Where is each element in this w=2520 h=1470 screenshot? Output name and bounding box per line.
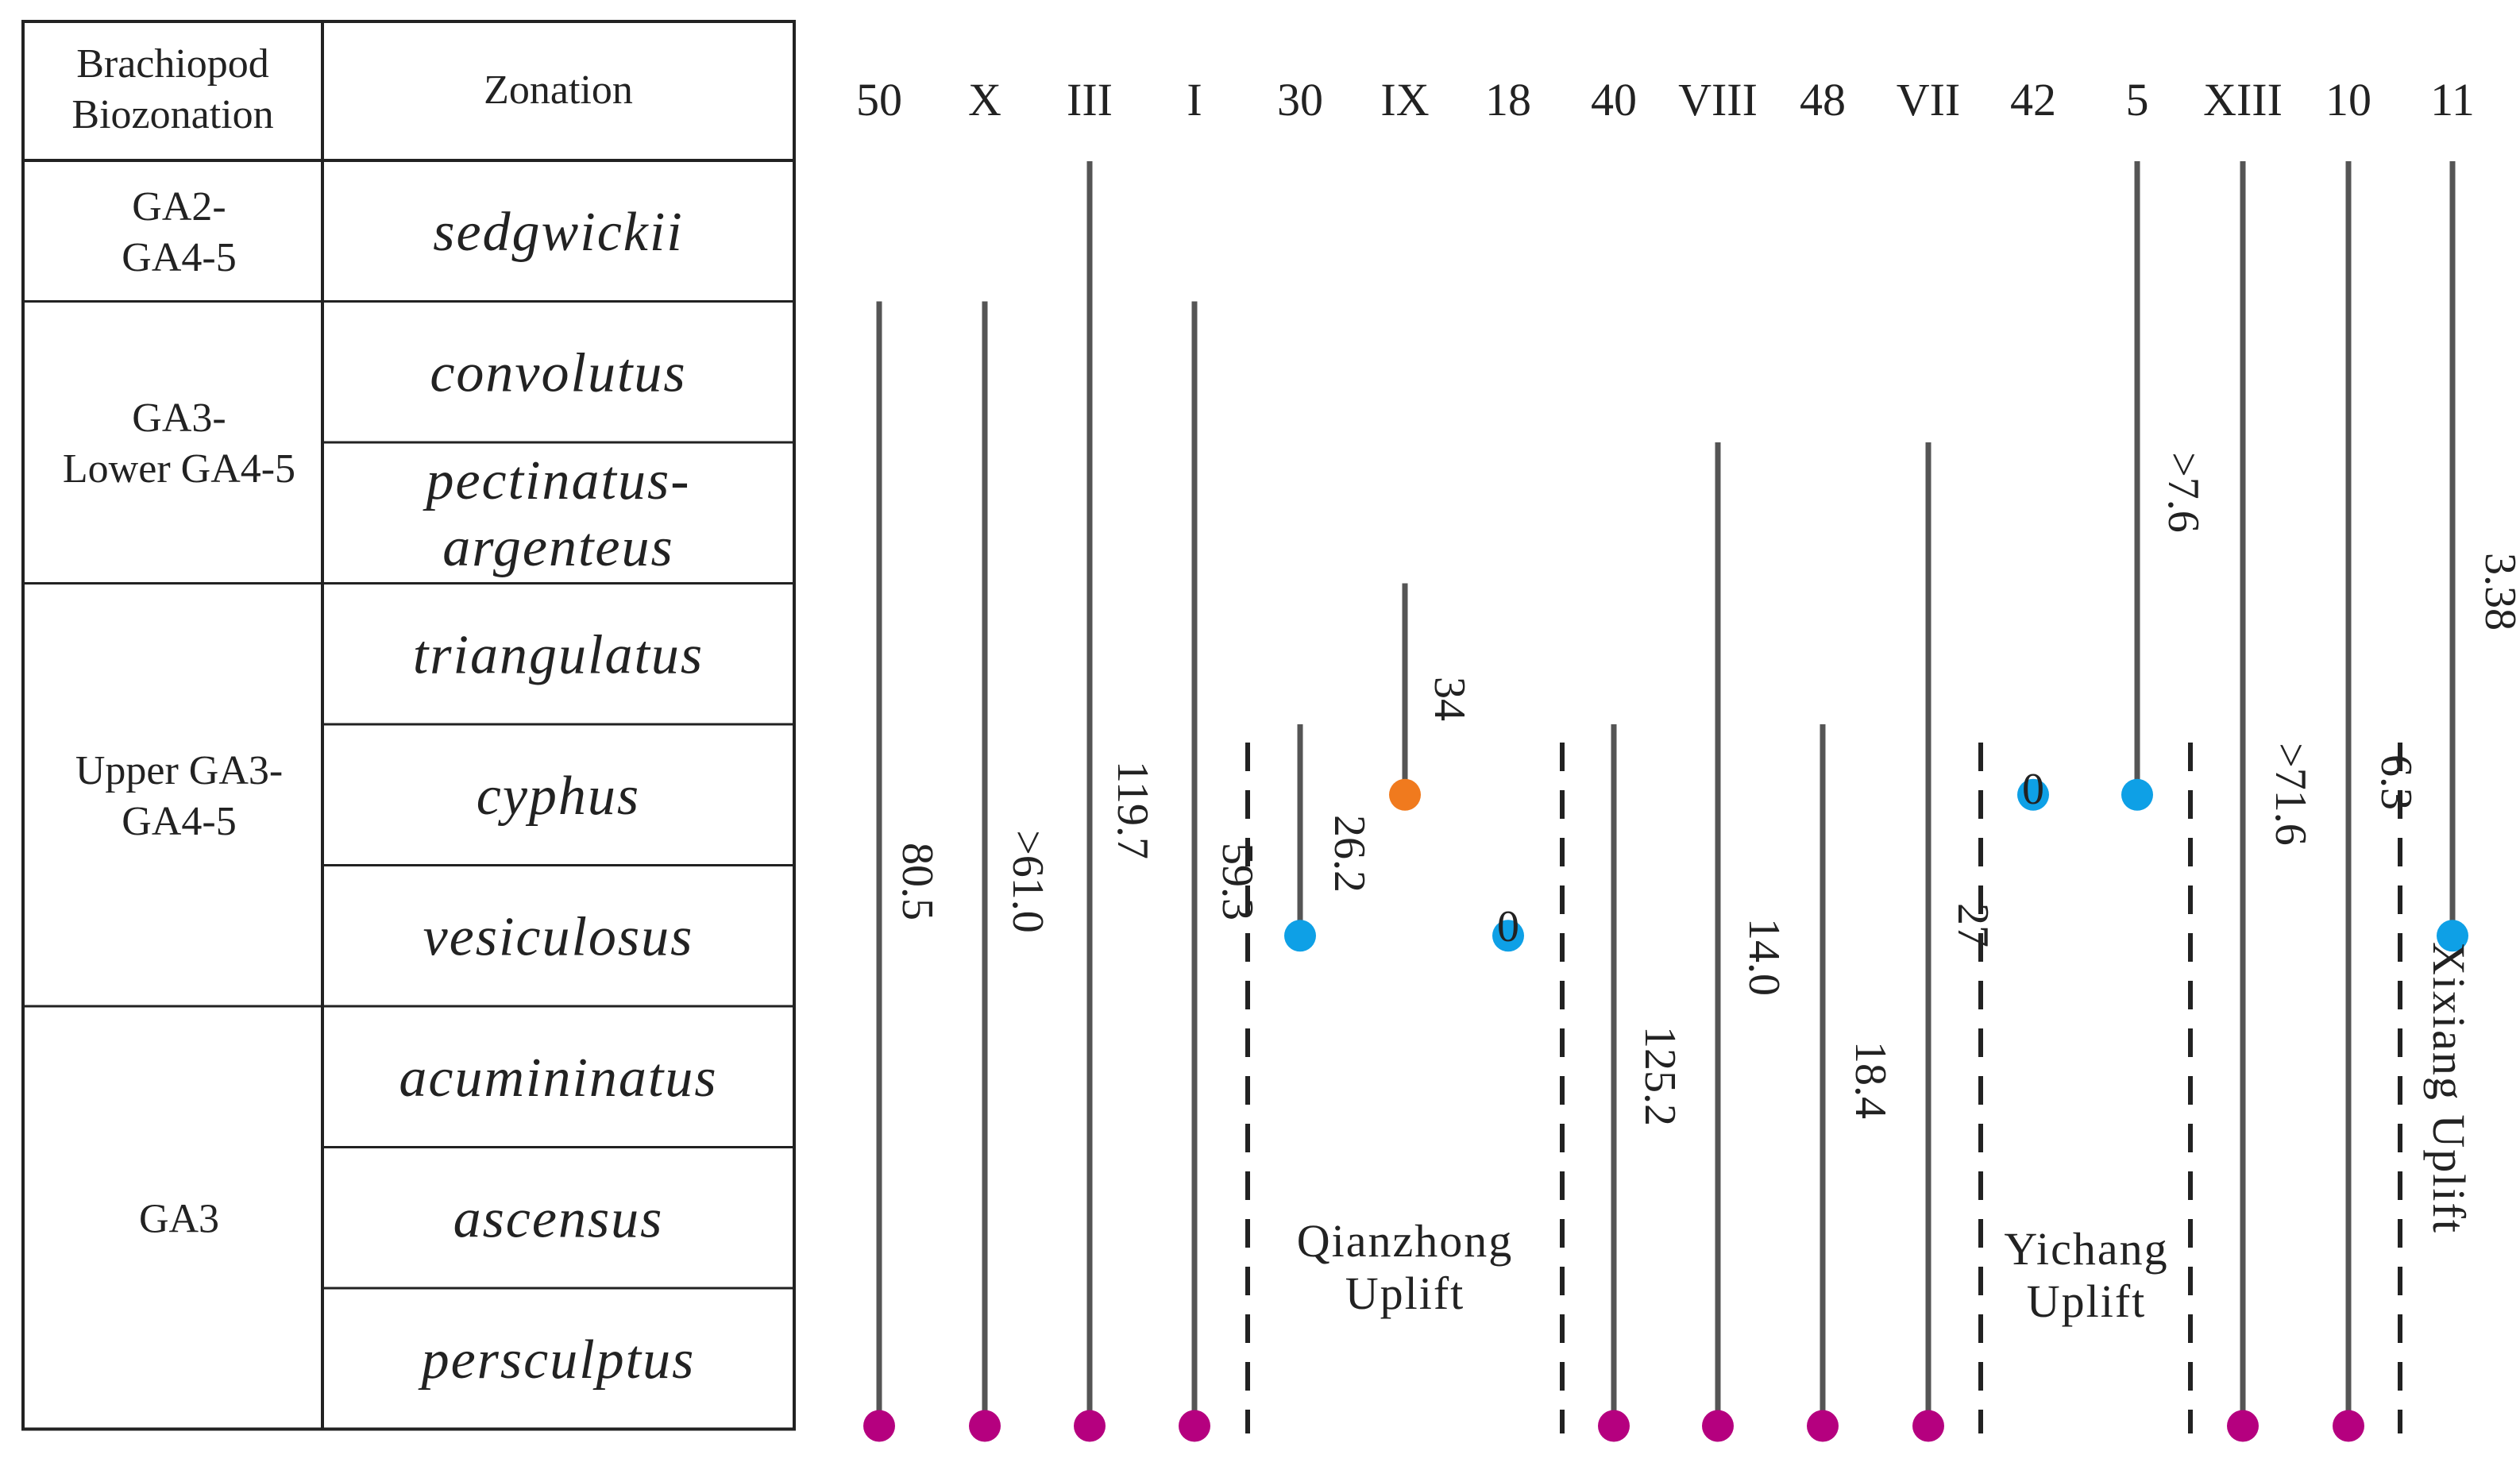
thickness-label-III: 119.7 [1108, 761, 1157, 859]
section-base-marker-11 [2437, 920, 2468, 952]
thickness-label-42: 0 [2022, 765, 2044, 814]
group-label: Upper GA3- [75, 748, 283, 793]
section-id-XIII: XIII [2203, 74, 2283, 125]
section-base-marker-10 [2333, 1410, 2364, 1442]
section-base-marker-XIII [2227, 1410, 2259, 1442]
zone-label: argenteus [442, 517, 673, 578]
section-id-30: 30 [1277, 74, 1323, 125]
section-columns: 5080.5X>61.0III119.7I59.33026.2IX3418040… [856, 74, 2520, 1442]
section-id-I: I [1187, 74, 1202, 125]
section-base-marker-18 [1492, 920, 1524, 952]
region-label: Qianzhong [1297, 1215, 1514, 1267]
zone-label: persculptus [418, 1329, 696, 1391]
section-base-marker-48 [1807, 1410, 1839, 1442]
thickness-label-50: 80.5 [893, 843, 942, 920]
section-id-10: 10 [2325, 74, 2371, 125]
zone-label: acumininatus [399, 1048, 717, 1109]
thickness-label-X: >61.0 [1003, 830, 1052, 933]
section-id-5: 5 [2126, 74, 2149, 125]
section-id-VII: VII [1897, 74, 1961, 125]
thickness-label-30: 26.2 [1325, 815, 1374, 893]
section-id-III: III [1067, 74, 1113, 125]
section-id-IX: IX [1380, 74, 1429, 125]
section-base-marker-VIII [1702, 1410, 1734, 1442]
section-base-marker-42 [2017, 778, 2049, 811]
thickness-label-5: >7.6 [2159, 452, 2208, 533]
group-label: Lower GA4-5 [63, 446, 295, 492]
zone-label: vesiculosus [423, 906, 694, 967]
section-id-42: 42 [2010, 74, 2056, 125]
section-base-marker-VII [1912, 1410, 1944, 1442]
thickness-label-40: 125.2 [1635, 1026, 1685, 1126]
uplift-boundaries [1245, 743, 2402, 1433]
zone-label: convolutus [430, 342, 686, 403]
section-base-marker-III [1074, 1410, 1106, 1442]
thickness-label-VIII: 14.0 [1739, 918, 1789, 996]
thickness-label-VII: 27 [1948, 903, 1997, 947]
section-base-marker-40 [1598, 1410, 1630, 1442]
thickness-label-10: 6.3 [2371, 754, 2421, 810]
section-base-marker-50 [863, 1410, 895, 1442]
thickness-label-IX: 34 [1425, 677, 1474, 721]
region-label: Uplift [2027, 1275, 2147, 1327]
group-label: GA2- [132, 184, 226, 230]
section-base-marker-IX [1389, 778, 1421, 811]
thickness-label-XIII: >71.6 [2266, 743, 2315, 846]
section-base-marker-X [969, 1410, 1001, 1442]
section-id-X: X [968, 74, 1001, 125]
section-id-11: 11 [2430, 74, 2475, 125]
header-zonation: Zonation [484, 68, 633, 113]
section-base-marker-I [1179, 1410, 1210, 1442]
section-id-VIII: VIII [1678, 74, 1758, 125]
group-label: GA4-5 [122, 235, 236, 280]
region-label: Xixiang Uplift [2423, 942, 2475, 1234]
thickness-label-18: 0 [1497, 902, 1519, 951]
section-id-18: 18 [1485, 74, 1531, 125]
header-biozonation-line: Brachiopod [76, 41, 269, 87]
section-id-40: 40 [1591, 74, 1637, 125]
region-label: Uplift [1345, 1267, 1465, 1319]
section-id-50: 50 [856, 74, 902, 125]
zone-label: pectinatus- [422, 450, 690, 511]
section-id-48: 48 [1800, 74, 1846, 125]
group-label: GA3- [132, 395, 226, 441]
thickness-label-I: 59.3 [1213, 843, 1262, 920]
group-label: GA3 [139, 1196, 219, 1241]
group-label: GA4-5 [122, 799, 236, 844]
zone-label: ascensus [453, 1188, 664, 1249]
region-label: Yichang [2004, 1223, 2168, 1275]
section-base-marker-5 [2121, 778, 2153, 811]
zone-label: triangulatus [413, 624, 704, 685]
biozonation-table: Brachiopod Biozonation Zonation GA2- GA4-5 GA… [21, 20, 796, 1431]
section-base-marker-30 [1284, 920, 1316, 952]
zone-label: sedgwickii [433, 202, 683, 263]
zone-label: cyphus [477, 766, 640, 827]
thickness-label-11: 3.38 [2476, 553, 2520, 631]
header-biozonation-line: Biozonation [71, 92, 273, 137]
thickness-label-48: 18.4 [1846, 1041, 1895, 1119]
